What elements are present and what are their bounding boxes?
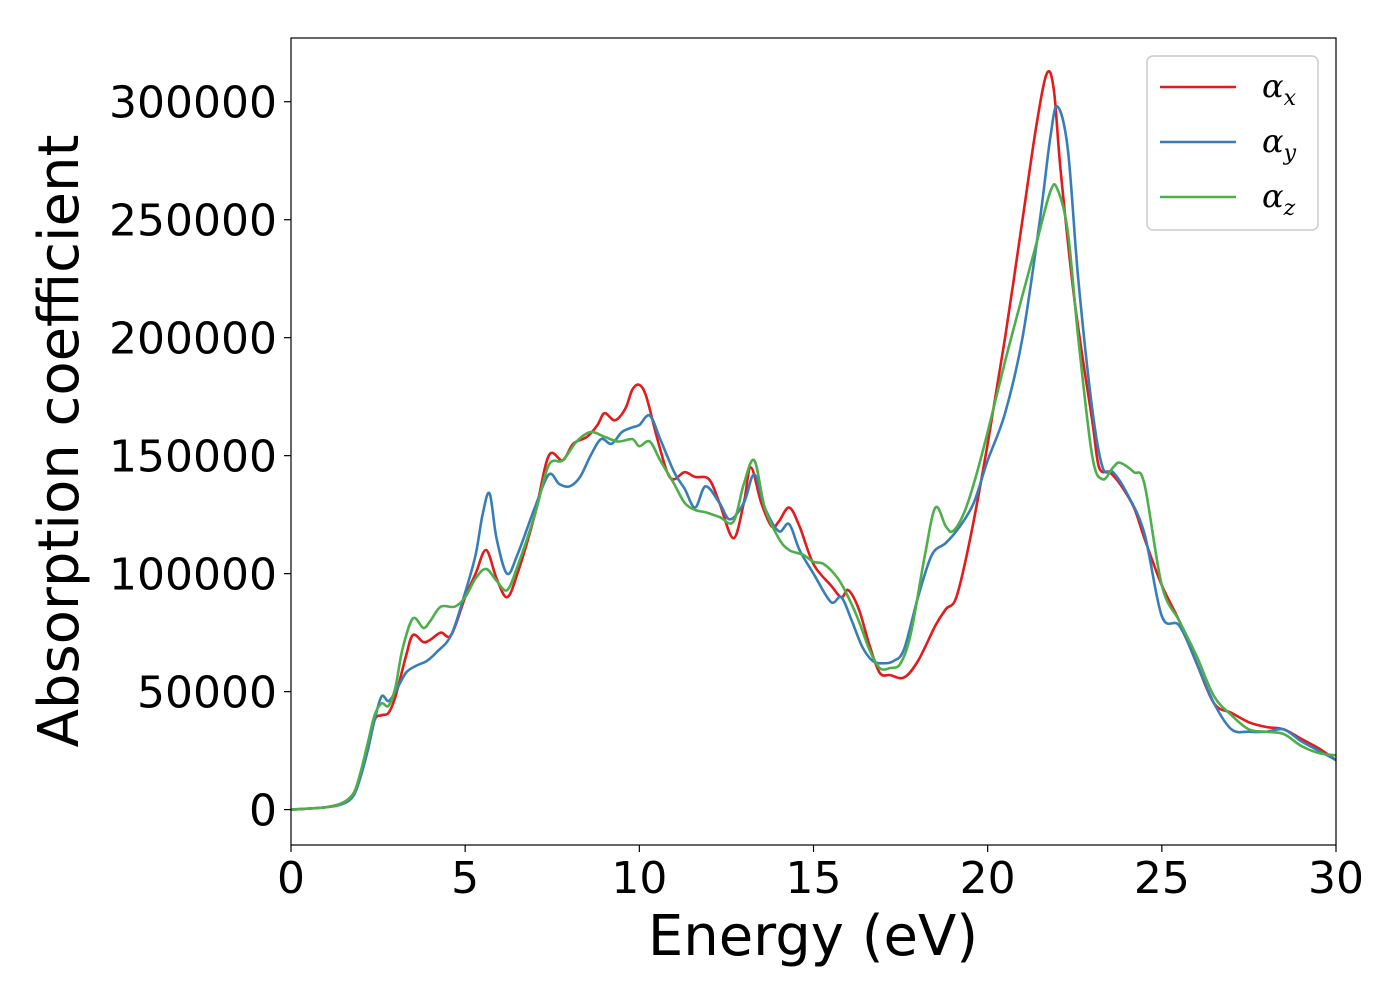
x-tick-label: 0 (277, 853, 305, 904)
legend: αx αy αz (1146, 55, 1319, 231)
series-line-z (291, 182, 1336, 811)
legend-label-y: αy (1262, 122, 1297, 166)
y-axis: 0 50000 100000 150000 200000 250000 300000 (109, 78, 291, 837)
x-tick-label: 5 (451, 853, 479, 904)
y-tick-label: 50000 (137, 668, 277, 719)
x-tick-label: 10 (611, 853, 667, 904)
y-tick-label: 100000 (109, 550, 277, 601)
legend-label-z: αz (1262, 177, 1296, 221)
x-tick-label: 20 (960, 853, 1016, 904)
y-tick-label: 200000 (109, 314, 277, 365)
legend-label-x: αx (1262, 67, 1297, 111)
x-axis-title: Energy (eV) (648, 904, 978, 969)
series-layer (291, 69, 1336, 811)
x-tick-label: 15 (786, 853, 842, 904)
y-axis-title: Absorption coefficient (27, 135, 92, 748)
x-axis: 0 5 10 15 20 25 30 (277, 845, 1364, 904)
x-tick-label: 30 (1308, 853, 1364, 904)
y-tick-label: 150000 (109, 432, 277, 483)
y-tick-label: 250000 (109, 196, 277, 247)
y-tick-label: 300000 (109, 78, 277, 129)
x-tick-label: 25 (1134, 853, 1190, 904)
y-tick-label: 0 (249, 786, 277, 837)
